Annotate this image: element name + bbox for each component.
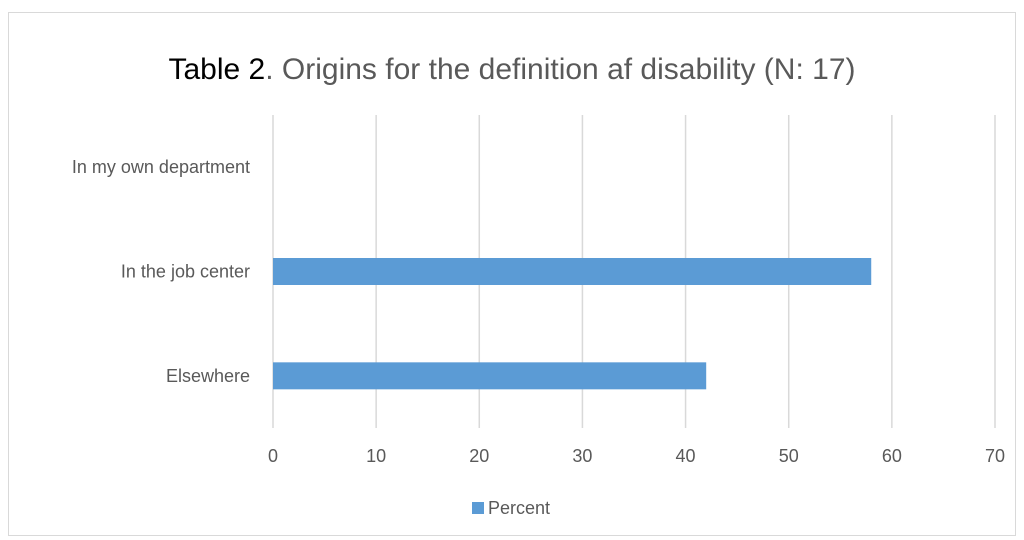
category-label: Elsewhere xyxy=(166,366,250,386)
bar xyxy=(273,258,872,285)
legend-label: Percent xyxy=(488,497,551,518)
chart-title: Table 2. Origins for the definition af d… xyxy=(0,50,1024,90)
legend-swatch xyxy=(472,502,484,514)
chart-title-rest: . Origins for the definition af disabili… xyxy=(265,53,856,86)
x-tick-label: 40 xyxy=(676,446,696,466)
category-label: In the job center xyxy=(121,262,250,282)
x-tick-label: 70 xyxy=(985,446,1005,466)
x-tick-label: 50 xyxy=(779,446,799,466)
chart-title-prefix: Table 2 xyxy=(168,53,266,86)
x-tick-label: 60 xyxy=(882,446,902,466)
x-tick-label: 30 xyxy=(572,446,592,466)
x-tick-label: 10 xyxy=(366,446,386,466)
x-tick-label: 20 xyxy=(469,446,489,466)
category-label: In my own department xyxy=(72,157,250,177)
legend: Percent xyxy=(472,496,550,520)
x-tick-label: 0 xyxy=(268,446,278,466)
bar xyxy=(273,362,707,390)
